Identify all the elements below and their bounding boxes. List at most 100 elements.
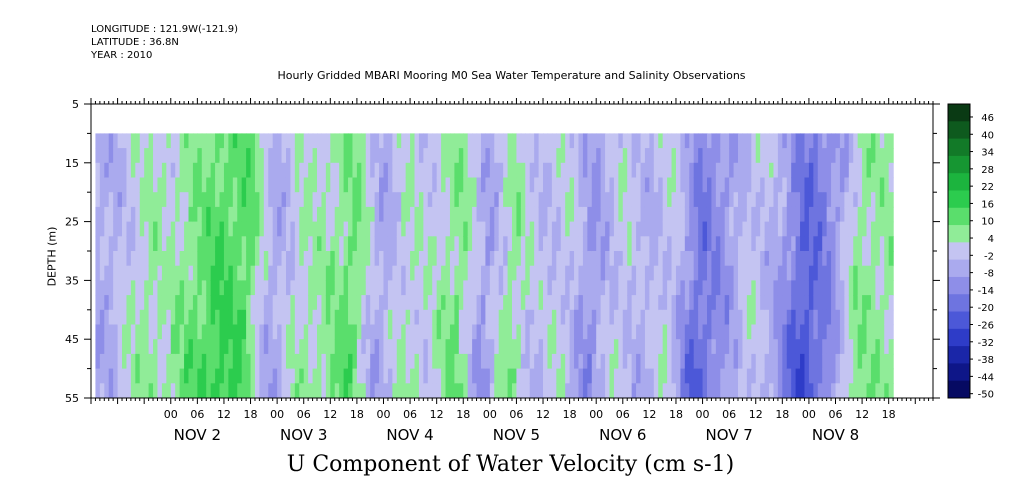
heatmap-cell xyxy=(343,148,349,164)
heatmap-cell xyxy=(808,192,814,208)
heatmap-cell xyxy=(831,206,837,223)
heatmap-cell xyxy=(543,309,549,326)
heatmap-cell xyxy=(334,206,340,223)
heatmap-cell xyxy=(458,133,464,149)
heatmap-cell xyxy=(135,265,141,281)
heatmap-cell xyxy=(627,309,633,326)
heatmap-cell xyxy=(396,133,402,149)
heatmap-cell xyxy=(317,133,323,149)
heatmap-cell xyxy=(383,339,389,355)
heatmap-cell xyxy=(733,368,739,384)
heatmap-cell xyxy=(848,133,854,149)
heatmap-cell xyxy=(582,148,588,164)
heatmap-cell xyxy=(724,133,730,149)
heatmap-cell xyxy=(281,324,287,340)
heatmap-cell xyxy=(387,192,393,208)
heatmap-cell xyxy=(795,353,801,370)
heatmap-cell xyxy=(543,206,549,223)
heatmap-cell xyxy=(680,206,686,223)
heatmap-cell xyxy=(857,368,863,384)
heatmap-cell xyxy=(126,133,132,149)
heatmap-cell xyxy=(153,383,159,398)
heatmap-cell xyxy=(724,206,730,223)
heatmap-cell xyxy=(547,339,553,355)
heatmap-cell xyxy=(879,206,885,223)
heatmap-cell xyxy=(485,133,491,149)
heatmap-cell xyxy=(308,295,314,311)
heatmap-cell xyxy=(853,265,859,281)
heatmap-cell xyxy=(299,353,305,370)
heatmap-cell xyxy=(272,265,278,281)
heatmap-cell xyxy=(414,383,420,398)
heatmap-cell xyxy=(268,236,274,252)
y-tick-label: 35 xyxy=(65,274,79,287)
heatmap-cell xyxy=(219,251,225,267)
heatmap-cell xyxy=(888,383,894,398)
heatmap-cell xyxy=(870,251,876,267)
heatmap-cell xyxy=(166,383,172,398)
heatmap-cell xyxy=(206,339,212,355)
heatmap-cell xyxy=(352,353,358,370)
heatmap-cell xyxy=(241,383,247,398)
heatmap-cell xyxy=(219,162,225,179)
heatmap-cell xyxy=(427,368,433,384)
heatmap-cell xyxy=(884,221,890,237)
heatmap-cell xyxy=(653,192,659,208)
heatmap-cell xyxy=(662,324,668,340)
heatmap-cell xyxy=(680,324,686,340)
heatmap-cell xyxy=(587,383,593,398)
heatmap-cell xyxy=(551,148,557,164)
heatmap-cell xyxy=(839,383,845,398)
heatmap-cell xyxy=(831,236,837,252)
heatmap-cell xyxy=(706,309,713,326)
heatmap-cell xyxy=(339,265,345,281)
heatmap-cell xyxy=(733,324,739,340)
heatmap-cell xyxy=(755,383,761,398)
heatmap-cell xyxy=(308,221,314,237)
heatmap-cell xyxy=(556,221,562,237)
heatmap-cell xyxy=(706,383,713,398)
heatmap-cell xyxy=(290,177,296,193)
heatmap-cell xyxy=(569,133,575,149)
heatmap-cell xyxy=(268,295,274,311)
heatmap-cell xyxy=(596,295,602,311)
heatmap-cell xyxy=(587,236,593,252)
heatmap-cell xyxy=(317,280,323,296)
heatmap-cell xyxy=(875,251,881,267)
heatmap-cell xyxy=(95,324,101,340)
heatmap-cell xyxy=(449,368,455,384)
heatmap-cell xyxy=(223,192,229,208)
heatmap-cell xyxy=(365,177,371,193)
heatmap-cell xyxy=(773,309,779,326)
heatmap-cell xyxy=(702,383,708,398)
heatmap-cell xyxy=(126,368,132,384)
heatmap-cell xyxy=(454,133,460,149)
heatmap-cell xyxy=(627,353,633,370)
heatmap-cell xyxy=(565,206,571,223)
heatmap-cell xyxy=(184,251,190,267)
heatmap-cell xyxy=(436,177,442,193)
heatmap-cell xyxy=(308,368,314,384)
heatmap-cell xyxy=(108,368,114,384)
heatmap-cell xyxy=(166,177,172,193)
heatmap-cell xyxy=(804,353,810,370)
heatmap-cell xyxy=(250,383,256,398)
heatmap-cell xyxy=(547,251,553,267)
heatmap-cell xyxy=(405,133,411,149)
heatmap-cell xyxy=(317,162,323,179)
heatmap-cell xyxy=(538,177,544,193)
heatmap-cell xyxy=(795,206,801,223)
heatmap-cell xyxy=(392,265,398,281)
heatmap-cell xyxy=(569,383,575,398)
heatmap-cell xyxy=(848,148,854,164)
heatmap-cell xyxy=(689,162,695,179)
heatmap-cell xyxy=(445,280,451,296)
heatmap-cell xyxy=(720,251,726,267)
heatmap-cell xyxy=(223,339,229,355)
heatmap-cell xyxy=(769,148,775,164)
heatmap-cell xyxy=(153,236,159,252)
heatmap-cell xyxy=(556,148,562,164)
heatmap-cell xyxy=(760,353,766,370)
heatmap-cell xyxy=(321,177,327,193)
heatmap-cell xyxy=(529,295,535,311)
